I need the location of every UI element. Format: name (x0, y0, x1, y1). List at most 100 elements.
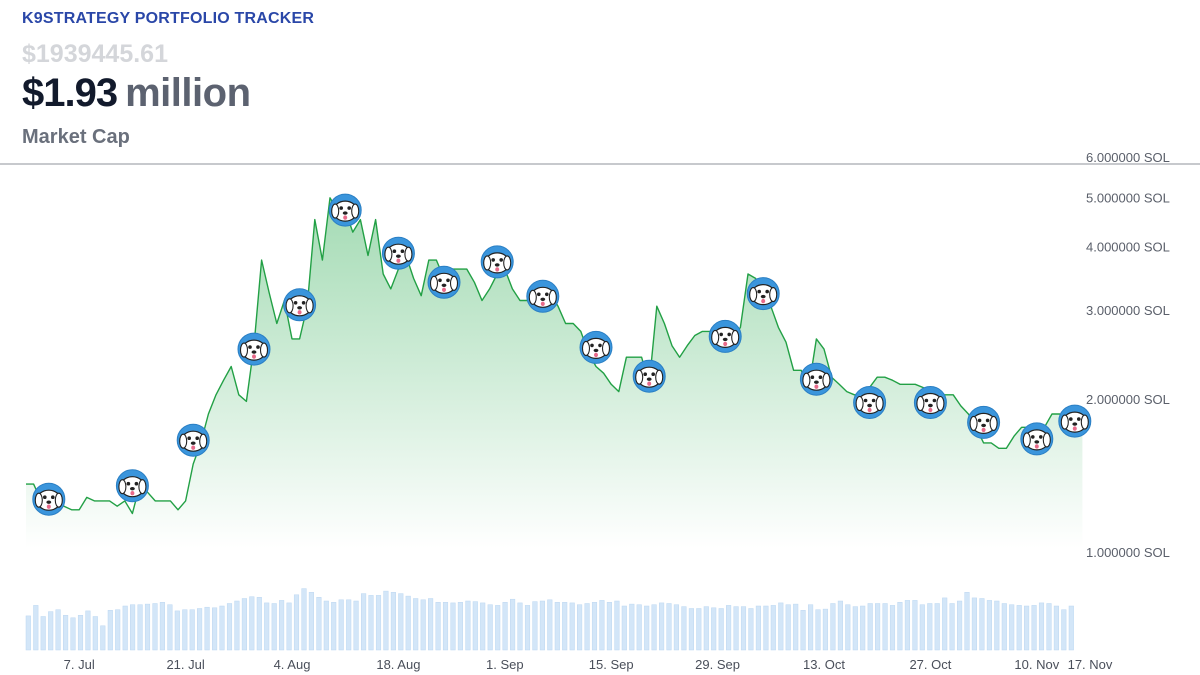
volume-bar (897, 602, 903, 651)
volume-bar (301, 588, 307, 651)
volume-bar (159, 602, 165, 651)
x-tick-label: 15. Sep (589, 657, 634, 672)
volume-bar (323, 600, 329, 651)
volume-bar (644, 605, 650, 651)
volume-bar (234, 600, 240, 651)
volume-bar (875, 603, 881, 651)
volume-bar (912, 600, 918, 651)
dog-marker-icon (115, 469, 149, 503)
dog-marker-icon (632, 359, 666, 393)
market-cap-unit: million (125, 71, 251, 115)
dog-marker-icon (32, 482, 66, 516)
volume-bar (442, 602, 449, 651)
volume-bar (584, 603, 590, 651)
dog-marker-icon (176, 423, 210, 457)
y-tick-label: 3.000000 SOL (1086, 303, 1170, 318)
volume-bar (815, 609, 821, 651)
x-tick-label: 29. Sep (695, 657, 740, 672)
volume-bar (383, 590, 389, 651)
dog-marker-icon (1058, 404, 1092, 438)
y-tick-label: 1.000000 SOL (1086, 545, 1170, 560)
y-axis-labels: 6.000000 SOL 5.000000 SOL 4.000000 SOL 3.00… (1086, 150, 1170, 560)
volume-bar (353, 600, 359, 651)
volume-bar (197, 608, 203, 651)
volume-bar (539, 600, 545, 651)
volume-bar (1046, 603, 1052, 651)
volume-bar (934, 603, 940, 651)
volume-bar (808, 604, 814, 651)
volume-bar (316, 597, 322, 651)
volume-bar (621, 605, 627, 651)
volume-bar (77, 615, 84, 651)
volume-bar (867, 603, 873, 651)
volume-bar (659, 602, 665, 651)
y-tick-label: 5.000000 SOL (1086, 190, 1170, 205)
volume-bar (405, 595, 411, 651)
header: K9STRATEGY PORTFOLIO TRACKER $1939445.61… (22, 10, 314, 149)
volume-bar (286, 602, 292, 651)
volume-bar (256, 597, 262, 651)
volume-bar (346, 599, 352, 651)
dog-marker-icon (913, 386, 947, 419)
volume-bar (1001, 603, 1007, 651)
volume-bar (1068, 605, 1074, 651)
volume-bar (55, 609, 61, 651)
volume-bar (606, 602, 612, 651)
volume-bar (264, 602, 270, 651)
volume-bar (1053, 605, 1059, 651)
volume-bar (733, 606, 739, 651)
volume-bar (375, 595, 382, 651)
volume-bar (591, 602, 598, 651)
volume-bar (293, 594, 300, 651)
market-cap-display: $1.93 million (22, 71, 314, 124)
volume-bar (212, 607, 218, 651)
dog-marker-icon (328, 193, 362, 227)
dog-marker-icon (237, 332, 271, 366)
volume-bar (472, 601, 478, 651)
volume-bar (562, 602, 568, 651)
market-cap-number: $1.93 (22, 71, 118, 115)
volume-bar (517, 602, 523, 651)
volume-bar (629, 603, 635, 651)
volume-bar (25, 615, 31, 651)
volume-bar (308, 592, 314, 651)
volume-bar (755, 605, 761, 651)
volume-bar (144, 603, 151, 651)
volume-bar (852, 606, 858, 651)
volume-bar (569, 602, 575, 651)
volume-bar (949, 603, 955, 651)
volume-bar (137, 604, 143, 651)
dog-marker-icon (579, 330, 613, 364)
volume-bar (800, 610, 806, 651)
volume-bar (107, 610, 113, 651)
volume-bar (279, 600, 285, 651)
volume-bar (651, 604, 657, 651)
volume-bar (1024, 605, 1030, 651)
volume-bars (25, 588, 1074, 651)
dog-marker-icon (283, 288, 317, 322)
volume-bar (636, 604, 642, 651)
volume-bar (495, 605, 501, 651)
volume-bar (63, 615, 69, 651)
volume-bar (1061, 609, 1067, 651)
volume-bar (420, 599, 426, 651)
volume-bar (666, 603, 672, 651)
volume-bar (822, 608, 828, 651)
volume-bar (882, 603, 888, 651)
volume-bar (889, 605, 896, 651)
volume-bar (1031, 605, 1037, 651)
dog-marker-icon (799, 362, 833, 396)
volume-bar (532, 601, 538, 651)
volume-bar (70, 617, 76, 651)
volume-bar (174, 610, 180, 651)
volume-bar (554, 602, 560, 651)
dog-marker-icon (1020, 422, 1054, 456)
volume-bar (942, 597, 948, 651)
volume-bar (681, 606, 687, 651)
dog-marker-icon (708, 319, 742, 353)
volume-bar (122, 605, 128, 651)
volume-bar (85, 610, 91, 651)
x-tick-label: 10. Nov (1014, 657, 1059, 672)
volume-bar (986, 600, 992, 651)
